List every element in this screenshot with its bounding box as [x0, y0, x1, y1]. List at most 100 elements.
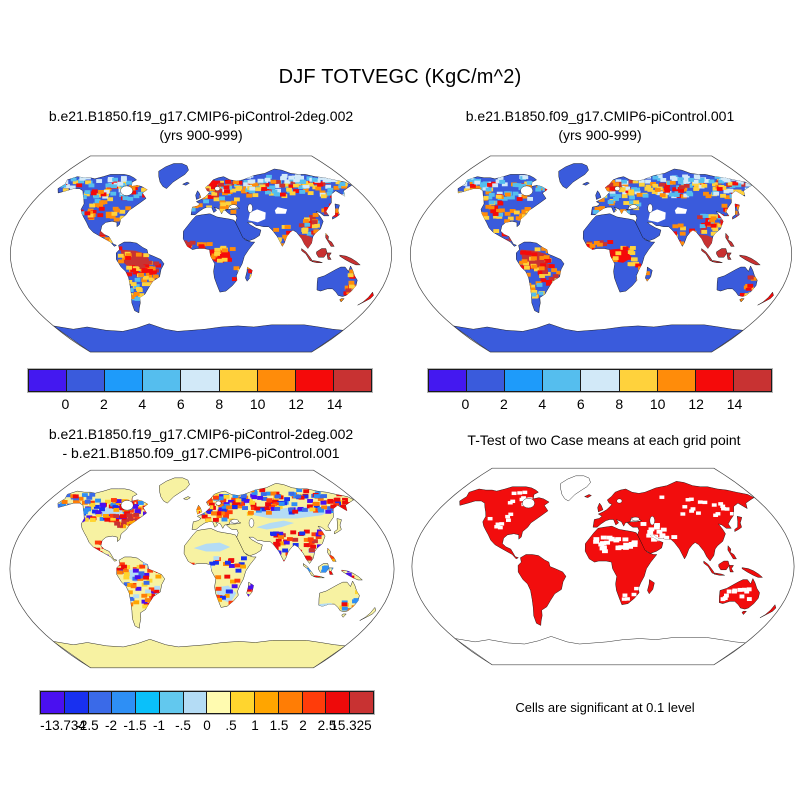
grid-cell — [93, 203, 100, 208]
grid-cell — [585, 244, 592, 248]
lake — [629, 204, 638, 209]
grid-cell — [113, 518, 120, 523]
grid-cell — [249, 186, 256, 191]
grid-cell — [594, 206, 601, 211]
grid-cell — [186, 242, 193, 246]
grid-cell — [328, 555, 334, 560]
grid-cell — [273, 227, 280, 232]
grid-cell — [225, 179, 231, 184]
grid-cell — [105, 211, 112, 216]
grid-cell — [89, 203, 96, 208]
grid-cell — [306, 231, 313, 236]
grid-cell — [708, 214, 715, 219]
colorbar-case2: 0 2 4 6 8 10 12 14 — [427, 368, 773, 413]
colorbar-tick-label: 10 — [649, 396, 666, 412]
lake-layer — [120, 185, 253, 213]
grid-cell — [97, 213, 104, 218]
land-greenland — [158, 163, 189, 189]
lake — [520, 185, 533, 196]
grid-cell — [247, 179, 254, 184]
grid-cell — [504, 219, 511, 224]
grid-cell — [739, 594, 745, 599]
grid-cell — [531, 264, 538, 269]
grid-cell — [226, 257, 232, 262]
land-java — [711, 260, 723, 263]
grid-cell — [123, 575, 130, 580]
grid-cell — [284, 179, 291, 184]
colorbar-box — [301, 692, 326, 713]
grid-cell — [189, 207, 196, 212]
grid-cell — [522, 490, 528, 495]
lake — [649, 516, 655, 526]
grid-cell — [216, 188, 223, 193]
grid-cell — [668, 192, 675, 197]
grid-cell — [90, 210, 97, 214]
grid-cell — [482, 195, 489, 200]
grid-cell — [501, 196, 508, 201]
grid-cell — [223, 514, 229, 519]
grid-cell — [261, 187, 268, 191]
grid-cell — [488, 205, 495, 210]
grid-cell — [98, 206, 105, 211]
grid-cell — [548, 276, 555, 281]
grid-cell — [302, 219, 309, 223]
grid-cell — [284, 225, 291, 229]
grid-cell — [609, 189, 616, 194]
grid-cell — [621, 194, 628, 199]
grid-cell — [265, 190, 271, 195]
grid-cell — [142, 604, 149, 609]
grid-cell — [143, 275, 149, 280]
grid-cell — [231, 505, 238, 509]
grid-cell — [223, 593, 230, 598]
worldmap-svg — [9, 469, 395, 669]
grid-cell — [618, 545, 625, 550]
grid-cell — [134, 277, 141, 282]
grid-cell — [81, 510, 88, 515]
grid-cell — [282, 548, 289, 553]
map-clipped-layer — [53, 163, 374, 353]
grid-cell — [312, 501, 319, 506]
grid-cell — [299, 189, 306, 194]
grid-cell — [347, 273, 354, 278]
grid-cell — [463, 188, 470, 193]
grid-cell — [265, 186, 271, 191]
grid-cell — [248, 585, 253, 590]
colorbar-box — [111, 692, 136, 713]
grid-cell — [222, 248, 228, 253]
grid-cell — [733, 203, 740, 208]
grid-cell — [122, 196, 129, 201]
grid-cell — [701, 183, 708, 188]
lake — [647, 203, 653, 213]
grid-cell — [110, 498, 117, 502]
grid-cell — [224, 574, 231, 579]
grid-cell — [303, 543, 310, 548]
colorbar-box — [230, 692, 255, 713]
grid-cell — [647, 529, 654, 534]
grid-cell — [149, 593, 155, 598]
grid-cell — [647, 533, 654, 538]
lake — [230, 519, 239, 524]
grid-cell — [280, 243, 286, 248]
grid-cell — [496, 214, 503, 219]
grid-cell — [295, 494, 302, 499]
grid-cell — [245, 188, 252, 193]
case1-title-line2: (yrs 900-999) — [159, 127, 243, 143]
grid-cell — [194, 506, 201, 511]
grid-cell — [278, 501, 285, 506]
grid-cell — [693, 187, 700, 191]
grid-cell — [342, 497, 348, 502]
grid-cell — [680, 512, 686, 516]
grid-cell — [499, 522, 505, 526]
grid-cell — [292, 509, 299, 514]
case2-title-line1: b.e21.B1850.f09_g17.CMIP6-piControl.001 — [465, 108, 735, 124]
grid-cell — [73, 500, 79, 505]
grid-cell — [593, 539, 600, 544]
grid-cell — [291, 502, 298, 507]
land-japan — [734, 516, 743, 532]
grid-cell — [716, 187, 723, 191]
grid-cell — [130, 282, 137, 287]
colorbar-labels: -13.734 -2.5 -2 -1.5 -1 -.5 0 .5 1 1.5 2 2.5 15.325 — [39, 718, 375, 735]
grid-cell — [593, 210, 599, 214]
grid-cell — [327, 178, 334, 182]
grid-cell — [127, 196, 134, 201]
